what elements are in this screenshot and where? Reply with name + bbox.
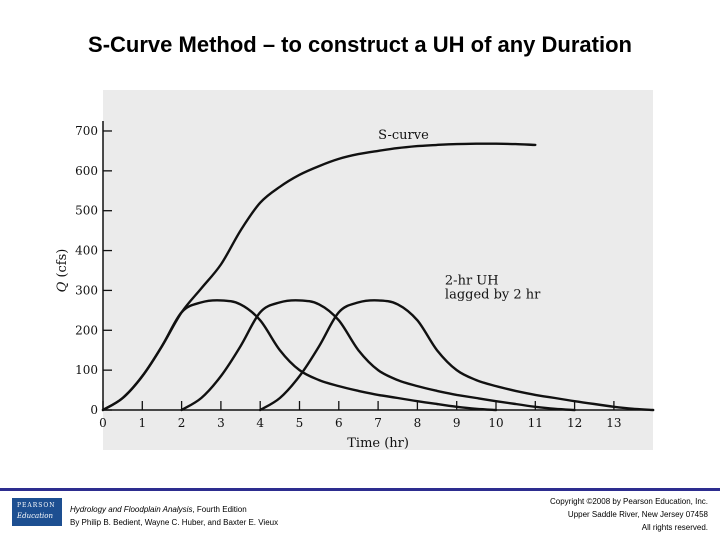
annotation-2: 2-hr UH <box>445 273 499 288</box>
y-tick-label: 0 <box>90 403 98 417</box>
y-axis-variable: Q <box>55 278 70 293</box>
copyright-line-2: Upper Saddle River, New Jersey 07458 <box>567 510 708 519</box>
y-tick-label: 100 <box>75 363 98 377</box>
x-tick-label: 12 <box>567 416 582 430</box>
x-tick-label: 9 <box>453 416 461 430</box>
logo-top-text: PEARSON <box>17 502 56 509</box>
annotation-1: S-curve <box>378 128 429 143</box>
x-tick-label: 13 <box>606 416 621 430</box>
y-tick-label: 500 <box>75 204 98 218</box>
x-tick-label: 7 <box>374 416 382 430</box>
s-curve-chart: 0 1 2 3 4 5 6 7 8 9 10 11 12 130100200300400500600700… <box>55 90 655 451</box>
footer-divider <box>0 488 720 491</box>
y-tick-label: 400 <box>75 244 98 258</box>
annotation-3: lagged by 2 hr <box>445 287 541 302</box>
x-tick-label: 4 <box>256 416 264 430</box>
copyright-notice: Copyright ©2008 by Pearson Education, In… <box>428 495 708 534</box>
x-tick-label: 5 <box>296 416 304 430</box>
x-tick-label: 1 <box>138 416 146 430</box>
x-tick-label: 0 <box>99 416 107 430</box>
x-tick-label: 2 <box>178 416 186 430</box>
book-citation: Hydrology and Floodplain Analysis, Fourt… <box>70 503 278 529</box>
book-title: Hydrology and Floodplain Analysis <box>70 505 193 514</box>
x-tick-label: 6 <box>335 416 343 430</box>
logo-bottom-text: Education <box>17 512 53 520</box>
pearson-logo: PEARSON Education <box>12 498 62 526</box>
y-tick-label: 200 <box>75 323 98 337</box>
unit-hydrograph-line-2 <box>180 299 576 412</box>
unit-hydrograph-line-3 <box>259 299 655 412</box>
x-tick-label: 3 <box>217 416 225 430</box>
slide-title: S-Curve Method – to construct a UH of an… <box>88 32 632 57</box>
x-tick-label: 10 <box>488 416 503 430</box>
unit-hydrograph-line-1 <box>101 299 498 412</box>
copyright-line-1: Copyright ©2008 by Pearson Education, In… <box>550 497 708 506</box>
y-axis-label: Q (cfs) <box>55 249 70 293</box>
book-edition: , Fourth Edition <box>192 505 247 514</box>
y-tick-label: 300 <box>75 283 98 297</box>
x-axis-label: Time (hr) <box>347 436 409 451</box>
y-tick-label: 700 <box>75 124 98 138</box>
copyright-line-3: All rights reserved. <box>641 523 708 532</box>
y-tick-label: 600 <box>75 164 98 178</box>
x-tick-label: 11 <box>528 416 543 430</box>
y-axis-unit: (cfs) <box>55 249 70 278</box>
book-authors: By Philip B. Bedient, Wayne C. Huber, an… <box>70 518 279 527</box>
x-tick-label: 8 <box>414 416 422 430</box>
